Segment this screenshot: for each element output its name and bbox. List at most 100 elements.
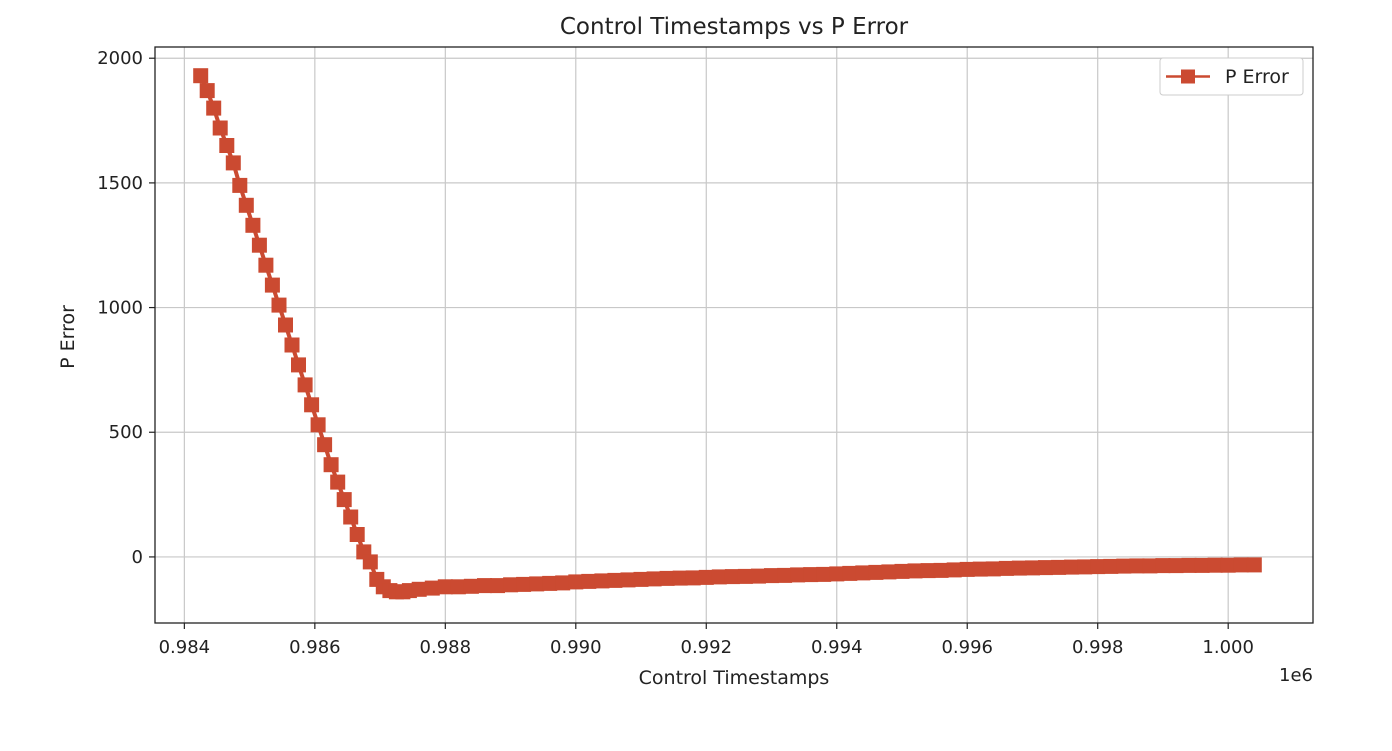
data-point-marker xyxy=(1168,558,1184,574)
data-point-marker xyxy=(737,568,753,584)
data-point-marker xyxy=(946,562,962,578)
data-point-marker xyxy=(251,237,267,253)
data-point-marker xyxy=(1051,559,1067,575)
data-point-marker xyxy=(751,568,766,584)
data-point-marker xyxy=(985,561,1001,577)
data-point-marker xyxy=(330,474,346,490)
data-point-marker xyxy=(672,570,688,586)
data-point-marker xyxy=(1207,557,1223,573)
data-point-marker xyxy=(477,578,492,594)
x-tick-label: 0.990 xyxy=(550,637,602,658)
data-point-marker xyxy=(1038,560,1053,576)
data-point-marker xyxy=(193,68,209,84)
y-tick-label: 2000 xyxy=(97,48,143,69)
data-point-marker xyxy=(212,120,228,136)
data-point-marker xyxy=(581,573,597,589)
data-point-marker xyxy=(933,562,949,578)
data-point-marker xyxy=(310,417,326,433)
data-point-marker xyxy=(894,563,910,579)
data-point-marker xyxy=(349,527,365,542)
data-point-marker xyxy=(238,197,254,213)
data-point-marker xyxy=(1077,559,1093,575)
grid-lines xyxy=(155,47,1313,623)
data-point-marker xyxy=(1246,557,1262,573)
data-point-marker xyxy=(855,565,871,581)
x-axis-label: Control Timestamps xyxy=(639,667,830,689)
x-tick-label: 0.992 xyxy=(681,637,733,658)
x-tick-label: 0.988 xyxy=(420,637,472,658)
series-line xyxy=(198,74,1255,594)
data-point-marker xyxy=(633,571,649,587)
data-point-marker xyxy=(304,397,320,413)
data-point-marker xyxy=(868,564,884,580)
data-point-marker xyxy=(219,138,235,153)
legend: P Error xyxy=(1159,57,1304,96)
data-point-marker xyxy=(529,576,545,592)
x-tick-label: 0.996 xyxy=(941,637,993,658)
data-point-marker xyxy=(607,572,623,588)
data-point-marker xyxy=(1233,557,1249,573)
data-point-marker xyxy=(646,571,662,587)
data-point-marker xyxy=(503,577,519,593)
data-point-marker xyxy=(542,575,558,591)
data-point-marker xyxy=(206,100,222,116)
x-tick-label: 0.994 xyxy=(811,637,863,658)
y-tick-label: 0 xyxy=(132,547,143,568)
data-point-marker xyxy=(424,580,440,596)
data-point-marker xyxy=(343,509,359,525)
data-point-marker xyxy=(568,574,584,590)
data-point-marker xyxy=(199,83,215,99)
data-point-marker xyxy=(816,566,832,582)
data-point-marker xyxy=(336,492,352,508)
data-point-marker xyxy=(685,570,701,586)
data-point-marker xyxy=(291,357,306,373)
data-point-marker xyxy=(1011,560,1027,576)
data-point-marker xyxy=(1142,558,1158,574)
data-point-marker xyxy=(659,570,675,586)
data-point-marker xyxy=(258,257,274,273)
legend-box xyxy=(1159,57,1304,96)
data-point-marker xyxy=(463,578,479,594)
data-point-marker xyxy=(323,457,339,473)
x-tick-label: 0.984 xyxy=(159,637,211,658)
data-point-marker xyxy=(555,575,571,591)
data-point-marker xyxy=(972,561,988,577)
data-point-marker xyxy=(245,217,261,233)
y-tick-label: 1000 xyxy=(97,298,143,319)
data-point-marker xyxy=(764,568,779,584)
x-tick-label: 0.986 xyxy=(289,637,341,658)
data-point-marker xyxy=(362,554,378,570)
data-point-marker xyxy=(1220,557,1236,573)
y-tick-label: 500 xyxy=(109,422,143,443)
data-point-marker xyxy=(998,560,1014,576)
y-tick-label: 1500 xyxy=(97,173,143,194)
data-point-marker xyxy=(278,317,293,333)
data-point-marker xyxy=(232,177,248,193)
data-point-marker xyxy=(1194,557,1210,573)
data-point-marker xyxy=(724,569,740,585)
data-point-marker xyxy=(790,567,806,583)
axis-ticks: 0.984 0.986 0.988 0.990 0.992 0.994 0.996 0.998… xyxy=(97,48,1254,658)
data-point-marker xyxy=(411,581,427,597)
data-point-marker xyxy=(803,567,819,583)
data-point-marker xyxy=(842,565,858,581)
data-point-marker xyxy=(1155,558,1171,574)
data-point-marker xyxy=(450,579,466,595)
data-point-marker xyxy=(1064,559,1080,575)
data-point-marker xyxy=(959,561,975,577)
x-tick-label: 0.998 xyxy=(1072,637,1124,658)
data-point-marker xyxy=(881,564,897,580)
data-point-marker xyxy=(516,576,532,592)
data-point-marker xyxy=(620,572,636,588)
data-point-marker xyxy=(829,566,845,582)
data-point-marker xyxy=(490,578,505,594)
data-point-marker xyxy=(271,297,287,313)
data-point-marker xyxy=(1116,558,1132,574)
data-point-marker xyxy=(777,567,793,583)
series-layer xyxy=(193,68,1262,600)
data-point-marker xyxy=(920,563,936,579)
chart-title: Control Timestamps vs P Error xyxy=(560,14,909,40)
y-axis-label: P Error xyxy=(57,305,79,369)
data-point-marker xyxy=(1103,558,1119,574)
data-point-marker xyxy=(1090,559,1106,575)
